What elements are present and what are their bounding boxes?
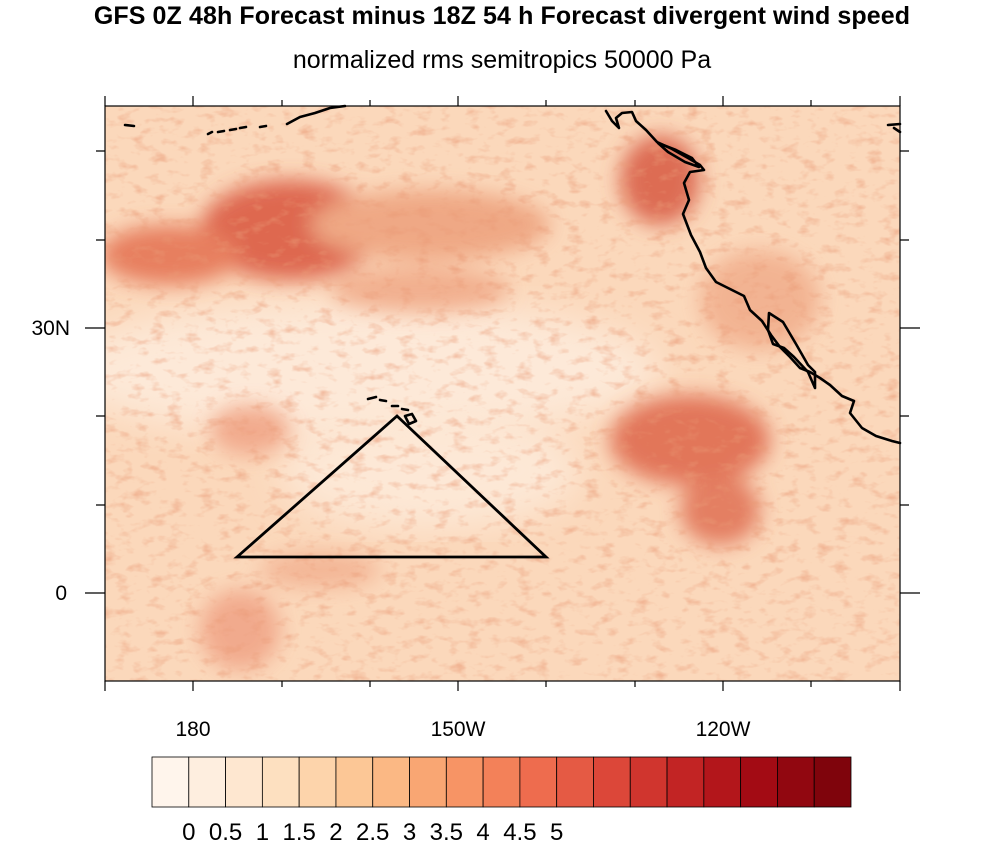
- colorbar-swatch: [740, 756, 778, 808]
- x-tick-label: 120W: [695, 718, 751, 741]
- colorbar-label: 2.5: [356, 819, 390, 846]
- colorbar-swatch: [261, 756, 300, 808]
- colorbar-swatch: [703, 756, 742, 808]
- figure-title: GFS 0Z 48h Forecast minus 18Z 54 h Forec…: [93, 2, 911, 30]
- gulf-island-outline: [886, 122, 902, 134]
- axis-ticks: [85, 96, 920, 691]
- colorbar-label: 1: [255, 819, 270, 846]
- colorbar-swatch: [445, 756, 484, 808]
- colorbar-swatch: [556, 756, 594, 808]
- vancouver-island-outline: [656, 141, 701, 169]
- colorbar-label: 4.5: [503, 819, 537, 846]
- north-america-coastline: [604, 109, 902, 445]
- hawaiian-islands: [366, 395, 418, 426]
- colorbar: [151, 756, 852, 808]
- colorbar-label: 1.5: [282, 819, 316, 846]
- baja-california-coastline: [766, 311, 817, 390]
- figure-subtitle: normalized rms semitropics 50000 Pa: [292, 46, 712, 74]
- colorbar-swatch: [335, 756, 374, 808]
- colorbar-swatch: [225, 756, 263, 808]
- colorbar-label: 0: [182, 819, 196, 846]
- y-tick-label: 30N: [31, 317, 70, 340]
- colorbar-swatch: [482, 756, 521, 808]
- coastlines: [123, 104, 902, 445]
- plot-frame: [104, 105, 901, 682]
- alaska-peninsula-coastline: [285, 104, 347, 126]
- colorbar-label: 3.5: [429, 819, 463, 846]
- colorbar-swatch: [629, 756, 668, 808]
- highlight-triangle: [233, 414, 550, 559]
- colorbar-swatch: [666, 756, 705, 808]
- colorbar-swatch: [372, 756, 410, 808]
- colorbar-label: 3: [402, 819, 417, 846]
- colorbar-label: 0.5: [208, 819, 243, 846]
- colorbar-label: 5: [550, 819, 564, 846]
- colorbar-label: 4: [476, 819, 490, 846]
- y-tick-label: 0: [55, 582, 67, 605]
- colorbar-swatch: [151, 756, 190, 808]
- colorbar-swatch: [298, 756, 337, 808]
- colorbar-swatch: [777, 756, 815, 808]
- x-tick-label: 150W: [430, 718, 486, 741]
- x-tick-label: 180: [175, 718, 211, 741]
- colorbar-swatch: [409, 756, 447, 808]
- colorbar-swatch: [813, 756, 852, 808]
- speed-field: [105, 106, 900, 681]
- colorbar-swatch: [188, 756, 226, 808]
- aleutian-islands: [123, 123, 268, 136]
- colorbar-swatch: [519, 756, 558, 808]
- colorbar-swatch: [593, 756, 631, 808]
- colorbar-label: 2: [329, 819, 343, 846]
